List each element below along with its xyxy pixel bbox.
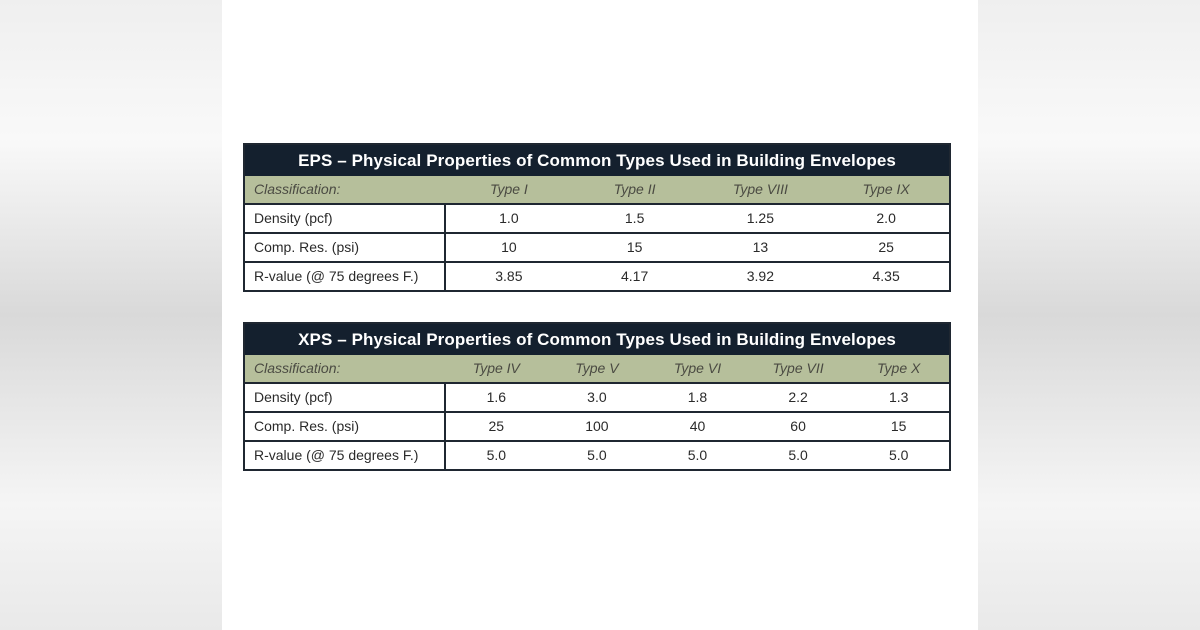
eps-value-cell: 4.35: [872, 268, 900, 284]
eps-value-cell: 2.0: [876, 210, 896, 226]
eps-row-label: Comp. Res. (psi): [245, 234, 446, 261]
xps-value-cell: 1.3: [888, 389, 909, 405]
eps-row-label: R-value (@ 75 degrees F.): [245, 263, 446, 290]
xps-type-header: Type X: [877, 360, 921, 376]
xps-type-header: Type IV: [472, 360, 520, 376]
xps-value-cell: 1.8: [687, 389, 708, 405]
eps-value-cell: 1.25: [746, 210, 774, 226]
xps-type-header: Type VII: [772, 360, 824, 376]
eps-type-header: Type I: [489, 181, 528, 197]
xps-comp-res-row: Comp. Res. (psi) 25 100 40 60 15: [245, 411, 949, 440]
xps-value-cell: 40: [689, 418, 706, 434]
xps-type-header: Type V: [575, 360, 619, 376]
eps-type-header: Type VIII: [732, 181, 788, 197]
eps-value-cell: 1.0: [499, 210, 519, 226]
xps-value-cell: 2.2: [788, 389, 808, 405]
eps-value-cell: 10: [501, 239, 517, 255]
xps-value-cell: 3.0: [587, 389, 607, 405]
xps-header-row: Classification: Type IV Type V Type VI T…: [245, 355, 949, 382]
xps-table-title: XPS – Physical Properties of Common Type…: [245, 324, 949, 355]
xps-value-cell: 5.0: [788, 447, 808, 463]
eps-table-title: EPS – Physical Properties of Common Type…: [245, 145, 949, 176]
right-blurred-background: [978, 0, 1200, 630]
content-panel: [222, 0, 978, 630]
xps-row-label: Density (pcf): [245, 384, 446, 411]
xps-value-cell: 5.0: [687, 447, 708, 463]
eps-value-cell: 15: [626, 239, 643, 255]
eps-properties-table: EPS – Physical Properties of Common Type…: [243, 143, 951, 292]
xps-value-cell: 25: [488, 418, 505, 434]
xps-value-cell: 60: [790, 418, 806, 434]
eps-value-cell: 4.17: [621, 268, 649, 284]
xps-properties-table: XPS – Physical Properties of Common Type…: [243, 322, 951, 471]
xps-value-cell: 5.0: [587, 447, 607, 463]
xps-type-header: Type VI: [673, 360, 722, 376]
xps-title-text: – Physical Properties of Common Types Us…: [332, 330, 896, 349]
eps-row-label: Density (pcf): [245, 205, 446, 232]
xps-r-value-row: R-value (@ 75 degrees F.) 5.0 5.0 5.0 5.…: [245, 440, 949, 469]
xps-value-cell: 15: [890, 418, 907, 434]
xps-value-cell: 5.0: [486, 447, 507, 463]
eps-classification-label: Classification:: [254, 181, 341, 197]
xps-row-label: Comp. Res. (psi): [245, 413, 446, 440]
eps-value-cell: 13: [752, 239, 769, 255]
eps-comp-res-row: Comp. Res. (psi) 10 15 13 25: [245, 232, 949, 261]
eps-title-abbr: EPS: [298, 151, 333, 170]
eps-type-header: Type IX: [862, 181, 910, 197]
eps-r-value-row: R-value (@ 75 degrees F.) 3.85 4.17 3.92…: [245, 261, 949, 290]
eps-value-cell: 25: [878, 239, 894, 255]
xps-title-abbr: XPS: [298, 330, 333, 349]
eps-value-cell: 3.85: [495, 268, 523, 284]
eps-title-text: – Physical Properties of Common Types Us…: [332, 151, 896, 170]
xps-value-cell: 5.0: [888, 447, 909, 463]
eps-density-row: Density (pcf) 1.0 1.5 1.25 2.0: [245, 203, 949, 232]
xps-row-label: R-value (@ 75 degrees F.): [245, 442, 446, 469]
xps-value-cell: 100: [585, 418, 609, 434]
xps-density-row: Density (pcf) 1.6 3.0 1.8 2.2 1.3: [245, 382, 949, 411]
eps-value-cell: 1.5: [624, 210, 645, 226]
xps-value-cell: 1.6: [486, 389, 507, 405]
xps-classification-label: Classification:: [254, 360, 341, 376]
eps-header-row: Classification: Type I Type II Type VIII…: [245, 176, 949, 203]
eps-value-cell: 3.92: [746, 268, 774, 284]
eps-type-header: Type II: [613, 181, 656, 197]
left-blurred-background: [0, 0, 222, 630]
